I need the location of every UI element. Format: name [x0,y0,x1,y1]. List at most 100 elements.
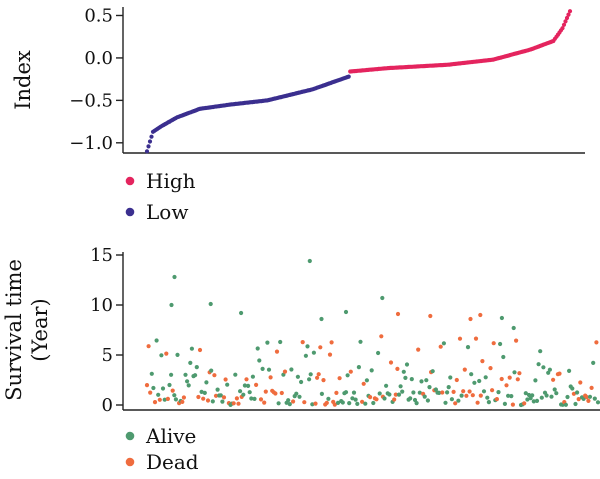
survival-point [578,380,583,385]
survival-axis-title: Survival time (Year) [2,259,52,401]
survival-point [236,401,241,406]
survival-point [164,351,169,356]
status-legend: Alive Dead [125,424,199,474]
survival-point-outlier [428,313,433,319]
survival-point [456,398,461,403]
y-tick-label: 10 [90,295,113,316]
survival-point [570,386,575,391]
risk-point [564,15,570,21]
survival-point [169,372,174,377]
survival-point [255,346,260,351]
survival-point [351,390,357,395]
survival-point [363,401,368,406]
survival-point [360,399,365,404]
survival-point [242,383,247,388]
survival-point [422,394,427,399]
survival-point [494,397,499,402]
survival-point [490,388,495,393]
survival-point [506,393,511,398]
survival-point [451,389,456,394]
survival-point [144,383,150,388]
survival-point [387,392,392,397]
survival-point [149,371,154,376]
survival-point [411,390,416,395]
survival-point-outlier [395,311,401,317]
survival-point-outlier [319,316,324,322]
risk-point [144,149,150,154]
survival-point [209,368,214,373]
survival-point [483,375,488,380]
survival-point-outlier [172,274,177,280]
risk-point [346,74,351,79]
survival-point-outlier [468,316,473,322]
legend-high-marker [125,176,135,186]
survival-point [268,375,273,380]
survival-point [498,341,503,347]
risk-point [563,19,568,24]
risk-points [144,9,573,154]
survival-point [531,399,536,404]
survival-point [260,366,265,371]
survival-point [449,397,454,402]
survival-point [523,391,528,396]
survival-point [592,396,597,401]
survival-point [193,373,198,378]
survival-point [348,369,353,374]
survival-point [246,383,251,388]
survival-point [427,385,432,390]
survival-point [249,396,254,401]
survival-point [250,374,255,379]
survival-point [364,378,369,383]
survival-point [454,377,459,383]
survival-point [350,396,355,401]
survival-point [265,340,270,345]
survival-point [425,398,430,403]
survival-point [525,397,530,402]
legend-dead-marker [125,457,135,467]
survival-point [220,399,225,404]
survival-point [526,392,532,398]
survival-point [302,400,307,405]
survival-point [549,394,554,399]
survival-point-outlier [380,295,385,301]
survival-point [307,377,312,382]
survival-point [321,378,326,383]
risk-point [149,134,154,139]
risk-point [147,139,153,144]
survival-point [515,377,520,382]
survival-point [573,401,578,407]
survival-point [461,389,466,394]
survival-point [291,399,296,404]
survival-point [202,390,207,395]
survival-point [507,375,512,380]
survival-point [368,395,373,400]
survival-point-outlier [511,325,516,331]
survival-point [575,390,580,395]
survival-point [409,377,414,382]
survival-point [567,368,572,373]
survival-point [551,377,556,382]
survival-point [473,336,479,341]
survival-point [231,401,236,406]
survival-point [472,380,477,385]
survival-point [398,384,403,389]
survival-point [300,340,305,345]
survival-point [480,359,485,364]
survival-point [412,397,418,403]
survival-point [440,390,445,395]
index-y-ticks: 0.5 0.0 −0.5 −1.0 [69,5,123,154]
survival-point [369,368,374,373]
survival-point [305,344,310,349]
survival-point [180,399,185,404]
survival-point [286,398,291,403]
survival-point [533,378,538,383]
survival-point [162,397,167,402]
survival-point [319,391,324,396]
survival-point [438,344,443,349]
survival-point [252,396,257,401]
survival-point [327,352,333,357]
survival-point [215,387,220,392]
survival-point [172,393,177,398]
survival-point [175,352,180,357]
